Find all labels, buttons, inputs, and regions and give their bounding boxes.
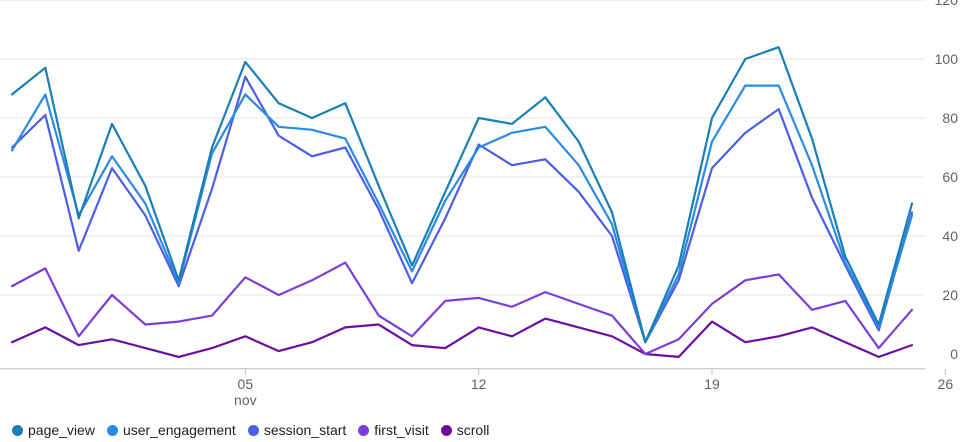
y-tick-label: 60 (942, 169, 958, 185)
y-tick-label: 20 (942, 287, 958, 303)
series-line-session-start (10, 75, 914, 344)
legend-dot-icon (358, 424, 370, 436)
legend-dot-icon (440, 424, 452, 436)
legend-dot-icon (247, 424, 259, 436)
y-tick-label: 100 (935, 51, 959, 67)
x-tick-label: 19 (704, 376, 720, 392)
legend-label: user_engagement (122, 422, 236, 438)
y-tick-label: 80 (942, 110, 958, 126)
legend-label: page_view (28, 422, 95, 438)
y-axis-ticks: 0 20 40 60 80 100 120 (935, 0, 959, 362)
x-tick-label: 05 (238, 376, 254, 392)
series-line-first-visit (10, 261, 914, 356)
legend-item-scroll[interactable]: scroll (440, 422, 490, 438)
series-line-page-view (10, 46, 914, 344)
legend-item-first-visit[interactable]: first_visit (358, 422, 429, 438)
legend-item-session-start[interactable]: session_start (247, 422, 347, 438)
legend-label: first_visit (374, 422, 429, 438)
series-lines (10, 46, 914, 358)
legend-dot-icon (106, 424, 118, 436)
y-tick-label: 0 (950, 346, 958, 362)
series-line-scroll (10, 317, 914, 358)
chart-legend: page_view user_engagement session_start fir… (12, 422, 489, 438)
legend-item-page-view[interactable]: page_view (12, 422, 95, 438)
legend-label: session_start (263, 422, 347, 438)
legend-label: scroll (456, 422, 490, 438)
series-line-user-engagement (10, 84, 914, 344)
x-tick-label: 26 (938, 376, 954, 392)
legend-item-user-engagement[interactable]: user_engagement (106, 422, 236, 438)
grid-lines (0, 0, 925, 370)
x-tick-sublabel: nov (234, 392, 257, 408)
y-tick-label: 40 (942, 228, 958, 244)
y-tick-label: 120 (935, 0, 959, 8)
x-tick-label: 12 (471, 376, 487, 392)
legend-dot-icon (12, 424, 23, 436)
